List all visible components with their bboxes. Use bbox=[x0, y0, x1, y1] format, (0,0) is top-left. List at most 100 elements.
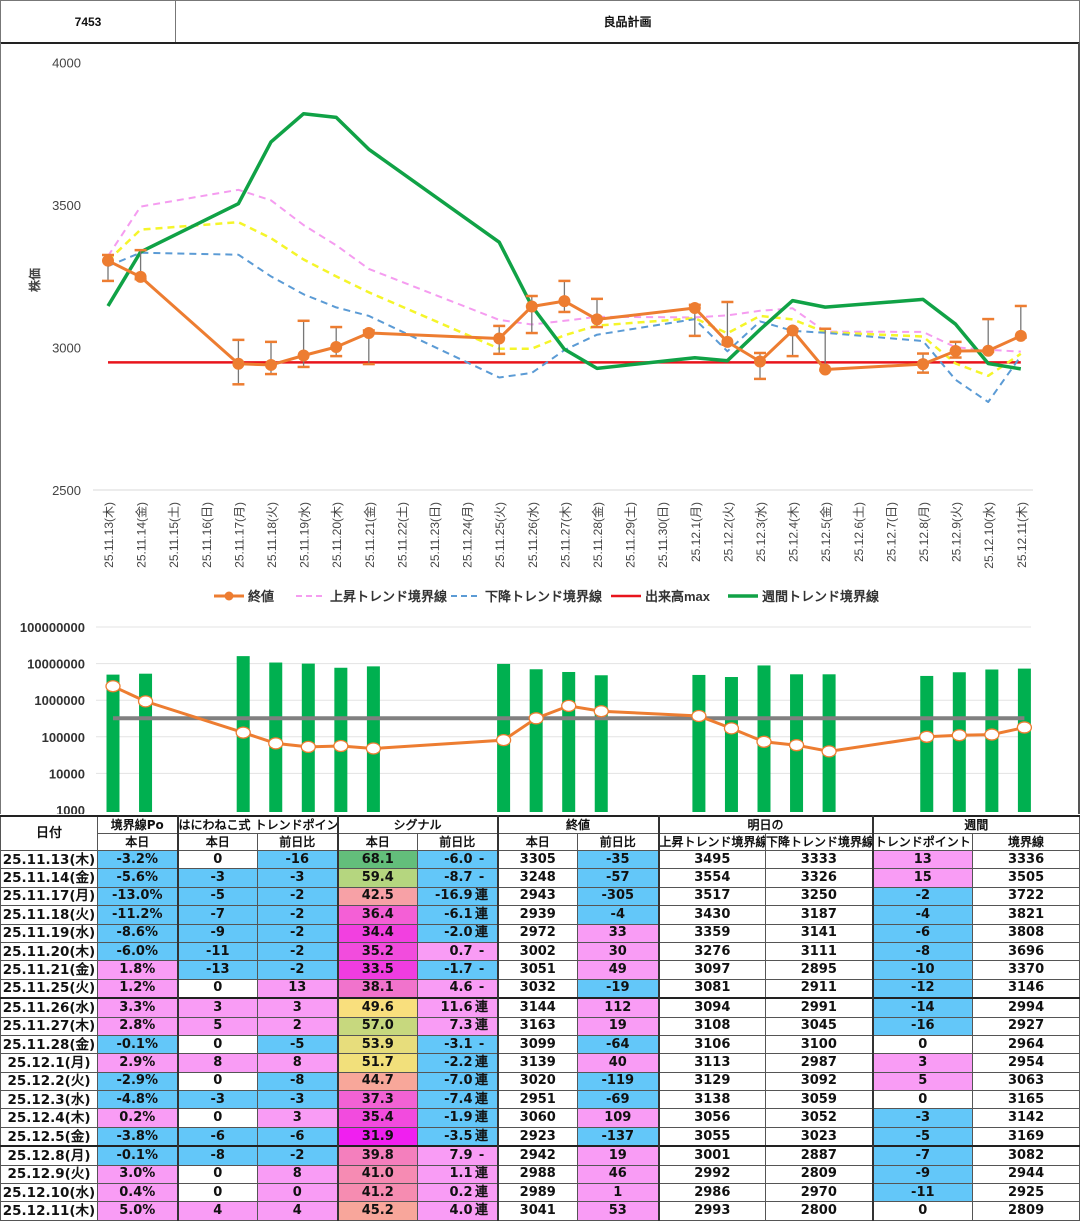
volume-ratio-point bbox=[593, 705, 609, 718]
cell-trend-point-change: 3 bbox=[257, 1108, 338, 1128]
cell-next-rise-boundary: 3359 bbox=[657, 923, 767, 943]
title-bar: 7453 良品計画 bbox=[0, 0, 1080, 44]
cell-next-fall-boundary: 2800 bbox=[765, 1201, 874, 1221]
signal-change-value: 11.6 bbox=[440, 999, 473, 1015]
cell-date: 25.12.2(火) bbox=[0, 1071, 98, 1092]
volume-ratio-point bbox=[1016, 721, 1033, 734]
cell-weekly-trend-point: 0 bbox=[871, 1201, 974, 1221]
volume-ratio-point bbox=[235, 726, 251, 739]
cell-signal-change: -16.9 連 bbox=[416, 886, 499, 907]
signal-streak-marker: - bbox=[478, 1036, 485, 1052]
x-tick-label: 25.11.27(木) bbox=[558, 502, 572, 568]
cell-trend-point-change: 8 bbox=[257, 1164, 338, 1185]
cell-trend-point-today: -9 bbox=[176, 923, 258, 943]
close-point bbox=[558, 295, 571, 308]
table-row: 25.12.5(金) -3.8% -6 -6 31.9 -3.5 連 2923 -137 3055… bbox=[0, 1126, 1080, 1147]
cell-weekly-boundary: 3063 bbox=[972, 1071, 1080, 1092]
x-tick-label: 25.11.20(木) bbox=[330, 502, 344, 568]
subheader: 前日比 bbox=[577, 833, 660, 851]
signal-change-value: -2.2 bbox=[444, 1054, 473, 1070]
cell-close-change: -35 bbox=[577, 849, 660, 870]
signal-streak-marker: - bbox=[478, 1147, 485, 1163]
cell-weekly-trend-point: -2 bbox=[871, 886, 974, 907]
x-tick-label: 25.11.17(月) bbox=[232, 502, 246, 568]
cell-trend-point-today: -11 bbox=[176, 941, 258, 962]
volume-ratio-point bbox=[495, 733, 512, 747]
cell-weekly-boundary: 2927 bbox=[972, 1016, 1080, 1036]
signal-change-value: -3.1 bbox=[444, 1036, 473, 1052]
cell-signal-change: -3.5 連 bbox=[416, 1126, 499, 1147]
cell-close-change: 46 bbox=[577, 1164, 660, 1185]
x-tick-label: 25.11.15(土) bbox=[167, 502, 181, 568]
cell-weekly-trend-point: -14 bbox=[871, 997, 974, 1018]
volume-bar bbox=[366, 666, 380, 812]
cell-trend-point-today: 3 bbox=[176, 997, 258, 1018]
close-point bbox=[949, 344, 962, 357]
cell-next-fall-boundary: 3187 bbox=[765, 905, 874, 925]
cell-trend-point-today: 0 bbox=[176, 1108, 258, 1128]
signal-change-value: -16.9 bbox=[435, 888, 473, 904]
cell-close-change: -4 bbox=[577, 905, 660, 925]
company-name: 良品計画 bbox=[603, 15, 652, 29]
cell-signal-change: -6.1 連 bbox=[416, 905, 499, 925]
cell-trend-point-today: 5 bbox=[176, 1016, 258, 1036]
cell-signal-change: -7.4 連 bbox=[416, 1090, 499, 1110]
close-point bbox=[362, 327, 375, 340]
cell-trend-point-today: 4 bbox=[176, 1201, 258, 1221]
header-trend-point: はにわねこ式 トレンドポイント bbox=[176, 815, 338, 834]
close-point bbox=[102, 254, 114, 267]
cell-weekly-boundary: 3165 bbox=[972, 1090, 1080, 1110]
signal-streak-marker: 連 bbox=[475, 1203, 489, 1219]
cell-close-today: 3305 bbox=[496, 849, 579, 870]
signal-change-value: 4.6 bbox=[449, 980, 473, 996]
cell-next-rise-boundary: 3081 bbox=[657, 978, 767, 999]
legend-item: 週間トレンド境界線 bbox=[728, 589, 880, 604]
cell-next-fall-boundary: 2887 bbox=[765, 1145, 874, 1166]
close-point bbox=[982, 344, 995, 357]
volume-ratio-point bbox=[528, 712, 544, 725]
y-tick-label: 1000 bbox=[56, 803, 85, 814]
cell-next-fall-boundary: 2970 bbox=[765, 1183, 874, 1203]
cell-trend-point-today: -8 bbox=[176, 1145, 258, 1166]
table-row: 25.12.10(水) 0.4% 0 0 41.2 0.2 連 2989 1 2986 2970 -1… bbox=[0, 1183, 1080, 1203]
cell-boundary-po: 2.9% bbox=[97, 1053, 178, 1073]
legend-item: 上昇トレンド境界線 bbox=[296, 589, 448, 604]
cell-close-today: 3041 bbox=[496, 1201, 579, 1221]
cell-signal-change: -1.9 連 bbox=[416, 1108, 499, 1128]
cell-boundary-po: 1.2% bbox=[97, 978, 178, 999]
subheader: 上昇トレンド境界線 bbox=[657, 833, 767, 851]
legend-item: 下降トレンド境界線 bbox=[451, 589, 603, 604]
cell-next-fall-boundary: 3052 bbox=[765, 1108, 874, 1128]
cell-close-change: 19 bbox=[577, 1145, 660, 1166]
header-date: 日付 bbox=[0, 815, 98, 851]
stock-code: 7453 bbox=[1, 1, 176, 42]
cell-close-change: 19 bbox=[577, 1016, 660, 1036]
cell-weekly-trend-point: -16 bbox=[871, 1016, 974, 1036]
volume-bar bbox=[562, 671, 576, 812]
cell-weekly-boundary: 2994 bbox=[972, 997, 1080, 1018]
table-row: 25.11.17(月) -13.0% -5 -2 42.5 -16.9 連 2943 -305 3… bbox=[0, 886, 1080, 907]
legend-item: 出来高max bbox=[611, 589, 711, 604]
volume-bar bbox=[529, 669, 543, 812]
y-tick-label: 10000000 bbox=[27, 657, 85, 672]
cell-weekly-boundary: 3696 bbox=[972, 941, 1080, 962]
x-tick-label: 25.11.22(土) bbox=[395, 502, 409, 568]
y-tick-label: 3500 bbox=[52, 198, 81, 213]
cell-next-fall-boundary: 2895 bbox=[765, 960, 874, 980]
cell-signal-change: -6.0- bbox=[416, 849, 499, 870]
volume-ratio-point bbox=[333, 739, 349, 753]
signal-change-value: 1.1 bbox=[449, 1166, 473, 1182]
cell-close-today: 3020 bbox=[496, 1071, 579, 1092]
cell-weekly-trend-point: -3 bbox=[871, 1108, 974, 1128]
cell-weekly-boundary: 2809 bbox=[972, 1201, 1080, 1221]
cell-trend-point-change: 13 bbox=[257, 978, 338, 999]
volume-chart: 100000000 10000000 1000000 100000 10000 1000 bbox=[20, 620, 1033, 814]
x-tick-label: 25.12.10(水) bbox=[982, 502, 996, 569]
x-tick-label: 25.12.7(日) bbox=[884, 502, 898, 562]
cell-next-rise-boundary: 2993 bbox=[657, 1201, 767, 1221]
signal-change-value: -1.7 bbox=[444, 962, 473, 978]
header-weekly: 週間 bbox=[871, 815, 1080, 834]
signal-streak-marker: - bbox=[478, 870, 485, 886]
cell-weekly-boundary: 2944 bbox=[972, 1164, 1080, 1185]
cell-weekly-trend-point: -6 bbox=[871, 923, 974, 943]
